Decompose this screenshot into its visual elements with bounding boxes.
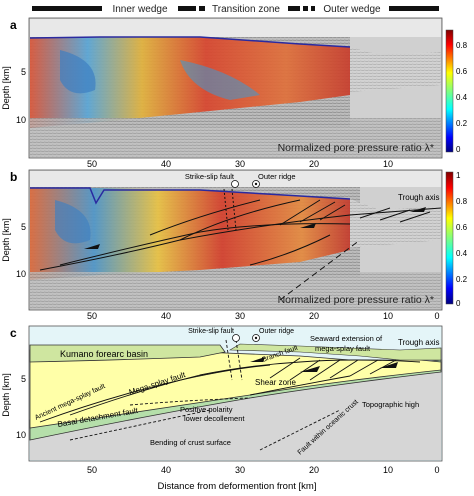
panel-b-overlay-label: Normalized pore pressure ratio λ* bbox=[278, 294, 434, 306]
colorbar-b bbox=[445, 171, 454, 305]
panel-b-letter: b bbox=[10, 170, 17, 184]
seaward-extension-label-2: mega-splay fault bbox=[315, 344, 371, 353]
colorbar-b-tick: 0.6 bbox=[456, 223, 468, 232]
colorbar-b-tick: 0.8 bbox=[456, 197, 468, 206]
panel-b-x-tick-20: 20 bbox=[309, 311, 319, 321]
panel-c-depth-tick-10: 10 bbox=[16, 430, 26, 440]
outer-ridge-label-c: Outer ridge bbox=[259, 328, 294, 335]
panel-c-x-tick-0: 0 bbox=[434, 465, 439, 475]
panel-b-x-tick-40: 40 bbox=[161, 311, 171, 321]
seaward-extension-label-1: Seaward extension of bbox=[310, 334, 383, 343]
panel-c-x-tick-10: 10 bbox=[383, 465, 393, 475]
panel-a-y-label: Depth [km] bbox=[1, 66, 11, 110]
inner-wedge-label: Inner wedge bbox=[112, 4, 167, 15]
transition-zone-label: Transition zone bbox=[212, 4, 280, 15]
colorbar-a-tick: 0.8 bbox=[456, 41, 468, 50]
panel-c-letter: c bbox=[10, 326, 17, 340]
trough-axis-label-c: Trough axis bbox=[398, 338, 440, 347]
kumano-label: Kumano forearc basin bbox=[60, 349, 148, 359]
panel-c-depth-tick-5: 5 bbox=[21, 374, 26, 384]
panel-b-x-tick-10: 10 bbox=[383, 311, 393, 321]
positive-polarity-label-1: Positive polarity bbox=[180, 405, 233, 414]
panel-c: c Kumano forearc basin Strike-slip fault… bbox=[1, 325, 443, 492]
accretionary-wedge bbox=[29, 349, 442, 429]
colorbar-b-tick: 0 bbox=[456, 299, 461, 308]
strike-slip-symbol-c bbox=[232, 334, 240, 342]
panel-c-x-tick-40: 40 bbox=[161, 465, 171, 475]
panel-b-depth-tick-5: 5 bbox=[21, 222, 26, 232]
colorbar-a bbox=[445, 29, 454, 153]
panel-b: Strike-slip fault Outer ridge Trough axi… bbox=[1, 169, 468, 321]
shear-zone-label: Shear zone bbox=[255, 378, 296, 387]
inner-wedge-bar bbox=[32, 6, 102, 11]
panel-a-letter: a bbox=[10, 18, 17, 32]
zone-bar: Inner wedge Transition zone Outer wedge bbox=[32, 4, 439, 15]
panel-c-x-tick-50: 50 bbox=[87, 465, 97, 475]
panel-b-depth-tick-10: 10 bbox=[16, 269, 26, 279]
strike-slip-label-b: Strike-slip fault bbox=[185, 172, 235, 181]
positive-polarity-label-2: lower decollement bbox=[184, 414, 245, 423]
colorbar-a-tick: 0.4 bbox=[456, 93, 468, 102]
seafloor-b bbox=[30, 187, 351, 205]
panel-a: a Normalized pore pressure ratio λ* 5 10… bbox=[1, 17, 468, 169]
panel-b-y-label: Depth [km] bbox=[1, 218, 11, 262]
panel-b-x-tick-30: 30 bbox=[235, 311, 245, 321]
panel-a-x-tick-30: 30 bbox=[235, 159, 245, 169]
outer-wedge-label: Outer wedge bbox=[323, 4, 381, 15]
colorbar-a-tick: 0 bbox=[456, 145, 461, 154]
pore-pressure-section-a bbox=[30, 37, 350, 128]
fault-lines-c bbox=[39, 357, 421, 423]
panel-a-x-tick-10: 10 bbox=[383, 159, 393, 169]
topographic-high-label: Topographic high bbox=[362, 400, 419, 409]
panel-c-y-label: Depth [km] bbox=[1, 373, 11, 417]
panel-b-x-tick-0: 0 bbox=[434, 311, 439, 321]
colorbar-a-tick: 0.6 bbox=[456, 67, 468, 76]
colorbar-b-tick: 1 bbox=[456, 171, 461, 180]
panel-a-x-tick-40: 40 bbox=[161, 159, 171, 169]
outer-wedge-bar bbox=[389, 6, 439, 11]
panel-a-x-tick-20: 20 bbox=[309, 159, 319, 169]
fault-lines-b bbox=[39, 199, 442, 301]
strike-slip-label-c: Strike-slip fault bbox=[188, 328, 234, 335]
panel-c-x-tick-20: 20 bbox=[309, 465, 319, 475]
outer-ridge-label-b: Outer ridge bbox=[258, 172, 296, 181]
panel-b-x-tick-50: 50 bbox=[87, 311, 97, 321]
x-axis-label: Distance from deformention front [km] bbox=[158, 481, 317, 492]
bending-crust-label: Bending of crust surface bbox=[150, 438, 231, 447]
panel-c-x-tick-30: 30 bbox=[235, 465, 245, 475]
colorbar-b-tick: 0.4 bbox=[456, 249, 468, 258]
panel-a-depth-tick-5: 5 bbox=[21, 67, 26, 77]
colorbar-b-tick: 0.2 bbox=[456, 275, 468, 284]
panel-a-overlay-label: Normalized pore pressure ratio λ* bbox=[278, 142, 434, 154]
strike-slip-symbol-b bbox=[231, 180, 239, 188]
panel-a-depth-tick-10: 10 bbox=[16, 115, 26, 125]
trough-axis-label-b: Trough axis bbox=[398, 193, 440, 202]
panel-a-x-tick-50: 50 bbox=[87, 159, 97, 169]
seafloor-a bbox=[29, 36, 351, 48]
colorbar-a-tick: 0.2 bbox=[456, 119, 468, 128]
kumano-basin-shape bbox=[29, 344, 226, 363]
